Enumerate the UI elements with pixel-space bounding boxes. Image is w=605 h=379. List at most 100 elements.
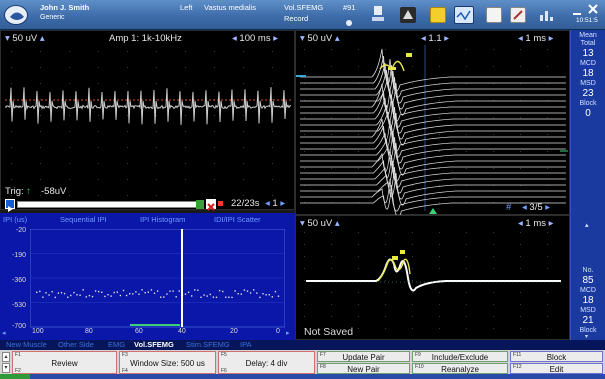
- tab-emg[interactable]: EMG: [108, 340, 126, 349]
- ipi-point: [274, 290, 277, 293]
- superimposed-waveform: [300, 90, 566, 128]
- ipi-tab-units[interactable]: IPI (us): [3, 215, 28, 224]
- sup-page-value: 3/5: [529, 202, 543, 213]
- sup-sensitivity[interactable]: ▾ 50 uV ▴: [300, 33, 340, 44]
- ipi-tab-histogram[interactable]: IPI Histogram: [140, 215, 186, 224]
- trigger-label[interactable]: Trig: ↑: [5, 186, 32, 197]
- tab-new-muscle[interactable]: New Muscle: [6, 340, 47, 349]
- ipi-x-tick: 0: [276, 328, 280, 335]
- f10-key-number: F10: [415, 364, 424, 370]
- minimize-icon[interactable]: [572, 3, 582, 15]
- emg-trace: [4, 87, 291, 125]
- ipi-point: [113, 291, 115, 294]
- monitor-icon[interactable]: [454, 6, 474, 24]
- ipi-point: [82, 289, 84, 291]
- review-button[interactable]: F1 Review F2: [12, 351, 117, 374]
- arrow-up-icon[interactable]: ▴: [585, 222, 589, 229]
- sup-sweep[interactable]: ◂ 1 ms ▸: [518, 33, 554, 44]
- arrow-down-icon[interactable]: ▾: [2, 363, 10, 373]
- superimposed-traces: [296, 48, 568, 216]
- ipi-point: [225, 296, 227, 298]
- edit-button[interactable]: F12 Edit: [510, 363, 603, 374]
- averaged-panel[interactable]: ▾ 50 uV ▴ ◂ 1 ms ▸ Not Saved: [295, 215, 570, 340]
- ipi-y-tick: -360: [11, 277, 26, 284]
- ipi-tab-sequential[interactable]: Sequential IPI: [60, 215, 107, 224]
- ipi-tabs: IPI (us) Sequential IPI IPI Histogram ID…: [0, 215, 295, 225]
- ipi-point: [57, 292, 60, 294]
- headset-icon[interactable]: [344, 14, 355, 26]
- ipi-tab-scatter[interactable]: IDI/IPI Scatter: [214, 215, 261, 224]
- superimposed-waveform: [300, 154, 566, 188]
- ipi-y-tick: -530: [11, 302, 26, 309]
- avg-sensitivity-value: 50 uV: [307, 218, 333, 229]
- ipi-point: [169, 290, 171, 292]
- playback-slider[interactable]: [17, 201, 201, 208]
- total-label: Total: [580, 40, 596, 47]
- emg-sensitivity[interactable]: ▾ 50 uV ▴: [5, 33, 45, 44]
- blocking-label: Block: [579, 100, 597, 107]
- ipi-point: [200, 296, 202, 298]
- emg-sweep[interactable]: ◂ 100 ms ▸: [232, 33, 278, 44]
- ipi-point: [246, 290, 249, 292]
- arrow-down-icon[interactable]: ▾: [585, 334, 589, 340]
- superimposed-panel[interactable]: ▾ 50 uV ▴ ◂ 1.1 ▸ ◂ 1 ms ▸ # ◂ 3/5 ▸: [295, 30, 570, 216]
- ipi-point: [194, 289, 196, 291]
- window-size-label: Window Size: 500 us: [130, 359, 205, 368]
- ipi-y-tick: -20: [15, 227, 26, 234]
- logo-icon[interactable]: [4, 5, 28, 25]
- header-bar: John J. Smith Generic Left Vastus medial…: [0, 0, 605, 30]
- sup-gain[interactable]: ◂ 1.1 ▸: [421, 33, 450, 44]
- recorder-icon[interactable]: [370, 4, 386, 24]
- arrow-up-icon[interactable]: ▴: [2, 352, 10, 362]
- ipi-point: [153, 292, 156, 294]
- new-pair-button[interactable]: F8 New Pair: [317, 363, 410, 374]
- f11-key-number: F11: [513, 352, 522, 358]
- msd-label: MSD: [580, 307, 596, 314]
- sup-page[interactable]: ◂ 3/5 ▸: [522, 202, 551, 213]
- ipi-panel[interactable]: IPI (us) Sequential IPI IPI Histogram ID…: [0, 213, 295, 340]
- ipi-point: [172, 290, 174, 292]
- play-button[interactable]: [5, 199, 15, 212]
- state-label: Record: [284, 14, 309, 23]
- tab-vol-sfemg[interactable]: Vol.SFEMG: [134, 340, 174, 349]
- report-icon[interactable]: [486, 7, 502, 23]
- emg-page[interactable]: ◂ 1 ▸: [265, 198, 286, 209]
- arrow-left-icon[interactable]: ◂: [2, 330, 6, 337]
- edit-icon[interactable]: [510, 7, 526, 23]
- trash-icon[interactable]: [206, 199, 216, 211]
- update-pair-button[interactable]: F7 Update Pair: [317, 351, 410, 362]
- tab-ipa[interactable]: IPA: [240, 340, 252, 349]
- close-icon[interactable]: [587, 2, 599, 14]
- sup-sensitivity-value: 50 uV: [307, 33, 333, 44]
- avg-sweep-value: 1 ms: [525, 218, 547, 229]
- ipi-point: [166, 293, 168, 295]
- avg-cursor-1: [392, 256, 398, 260]
- ipi-point: [88, 294, 91, 297]
- avg-sensitivity[interactable]: ▾ 50 uV ▴: [300, 218, 340, 229]
- folder-icon[interactable]: [430, 7, 446, 23]
- number-label: #91: [343, 3, 356, 12]
- ipi-point: [129, 293, 131, 295]
- window-size-button[interactable]: F3 Window Size: 500 us F4: [119, 351, 216, 374]
- start-button[interactable]: [0, 374, 30, 379]
- reanalyze-button[interactable]: F10 Reanalyze: [412, 363, 508, 374]
- cuff-icon[interactable]: [400, 7, 416, 23]
- delay-button[interactable]: F5 Delay: 4 div F6: [218, 351, 315, 374]
- block-button[interactable]: F11 Block: [510, 351, 603, 362]
- emg-raw-panel[interactable]: ▾ 50 uV ▴ Amp 1: 1k-10kHz ◂ 100 ms ▸ Tri…: [0, 30, 295, 212]
- superimposed-waveform: [300, 178, 566, 212]
- clock-label: 10:51:5: [576, 17, 598, 24]
- arrow-right-icon[interactable]: ▸: [286, 330, 290, 337]
- avg-sweep[interactable]: ◂ 1 ms ▸: [518, 218, 554, 229]
- superimposed-waveform: [300, 172, 566, 206]
- tab-stim-sfemg[interactable]: Stim.SFEMG: [186, 340, 230, 349]
- ipi-x-tick: 40: [178, 328, 186, 335]
- tab-other-side[interactable]: Other Side: [58, 340, 94, 349]
- include-exclude-button[interactable]: F9 Include/Exclude: [412, 351, 508, 362]
- ipi-point: [138, 293, 140, 295]
- chart-icon[interactable]: [538, 7, 554, 23]
- trigger-marker: [218, 201, 223, 206]
- ipi-point: [231, 296, 233, 299]
- playback-position[interactable]: [196, 200, 204, 209]
- new-pair-label: New Pair: [347, 365, 380, 374]
